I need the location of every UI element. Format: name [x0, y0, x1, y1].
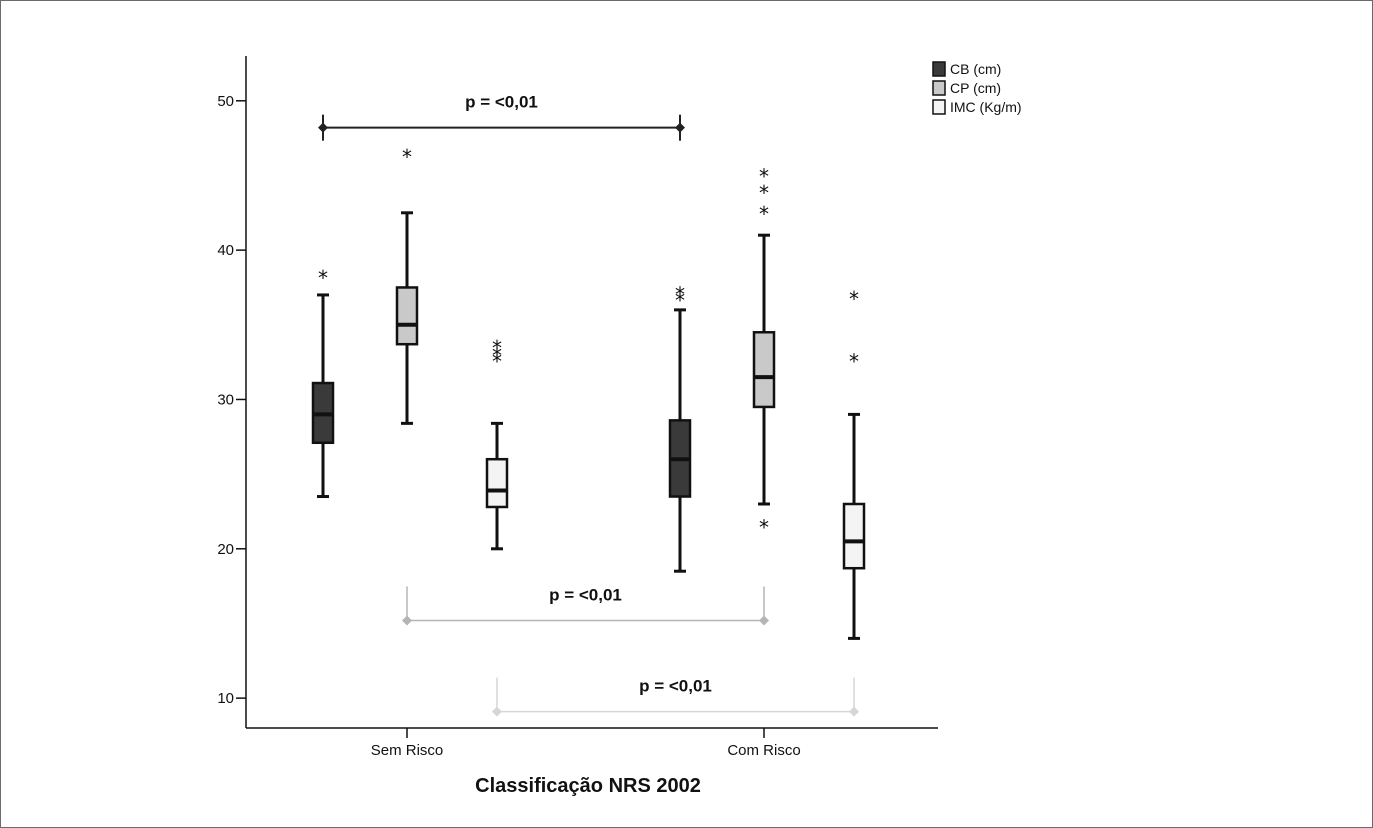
- legend-swatch: [932, 99, 946, 115]
- outlier-point: *: [492, 350, 502, 374]
- bracket-marker: [849, 706, 859, 717]
- outlier-point: *: [759, 202, 769, 226]
- x-tick-label: Com Risco: [727, 742, 800, 759]
- box-iqr: [485, 457, 509, 509]
- outlier-point: *: [675, 288, 685, 312]
- y-tick-label: 50: [217, 93, 234, 110]
- p-annotation-2: p = <0,01: [492, 677, 859, 717]
- box-2-1: **: [842, 287, 866, 640]
- legend: CB (cm) CP (cm) IMC (Kg/m): [932, 61, 1022, 115]
- bracket-marker: [492, 706, 502, 717]
- outlier-point: *: [849, 287, 859, 311]
- legend-label: CP (cm): [950, 80, 1001, 96]
- box-1-0: *: [395, 145, 419, 425]
- p-value-label: p = <0,01: [549, 585, 622, 604]
- bracket-marker: [675, 122, 685, 133]
- box-2-0: ***: [485, 336, 509, 551]
- bracket-marker: [759, 615, 769, 626]
- legend-swatch: [932, 61, 946, 77]
- legend-label: IMC (Kg/m): [950, 99, 1022, 115]
- outlier-point: *: [318, 266, 328, 290]
- x-axis-title: Classificação NRS 2002: [475, 775, 701, 797]
- y-tick-label: 20: [217, 541, 234, 558]
- y-tick-label: 40: [217, 242, 234, 259]
- legend-label: CB (cm): [950, 61, 1001, 77]
- outlier-point: *: [492, 336, 502, 360]
- box-1-1: ****: [752, 164, 776, 539]
- y-tick-label: 30: [217, 391, 234, 408]
- legend-swatch: [932, 80, 946, 96]
- box-0-0: *: [311, 266, 335, 499]
- y-tick-label: 10: [217, 690, 234, 707]
- outlier-point: *: [759, 515, 769, 539]
- box-0-1: **: [668, 282, 692, 573]
- outlier-point: *: [402, 145, 412, 169]
- box-iqr: [842, 502, 866, 570]
- boxes: *************: [311, 145, 866, 640]
- significance-annotations: p = <0,01 p = <0,01 p = <0,01: [318, 93, 859, 717]
- bracket-marker: [402, 615, 412, 626]
- box-iqr: [395, 286, 419, 346]
- p-value-label: p = <0,01: [465, 93, 538, 112]
- outlier-point: *: [759, 164, 769, 188]
- x-tick-label: Sem Risco: [371, 742, 444, 759]
- outlier-point: *: [492, 344, 502, 368]
- axes: 10 20 30 40 50 Sem Risco Com Risco: [217, 56, 938, 759]
- outlier-point: *: [675, 282, 685, 306]
- p-annotation-0: p = <0,01: [318, 93, 685, 141]
- box-iqr: [752, 331, 776, 409]
- outlier-point: *: [849, 350, 859, 374]
- bracket-marker: [318, 122, 328, 133]
- p-value-label: p = <0,01: [639, 677, 712, 696]
- outlier-point: *: [759, 181, 769, 205]
- p-annotation-1: p = <0,01: [402, 585, 769, 626]
